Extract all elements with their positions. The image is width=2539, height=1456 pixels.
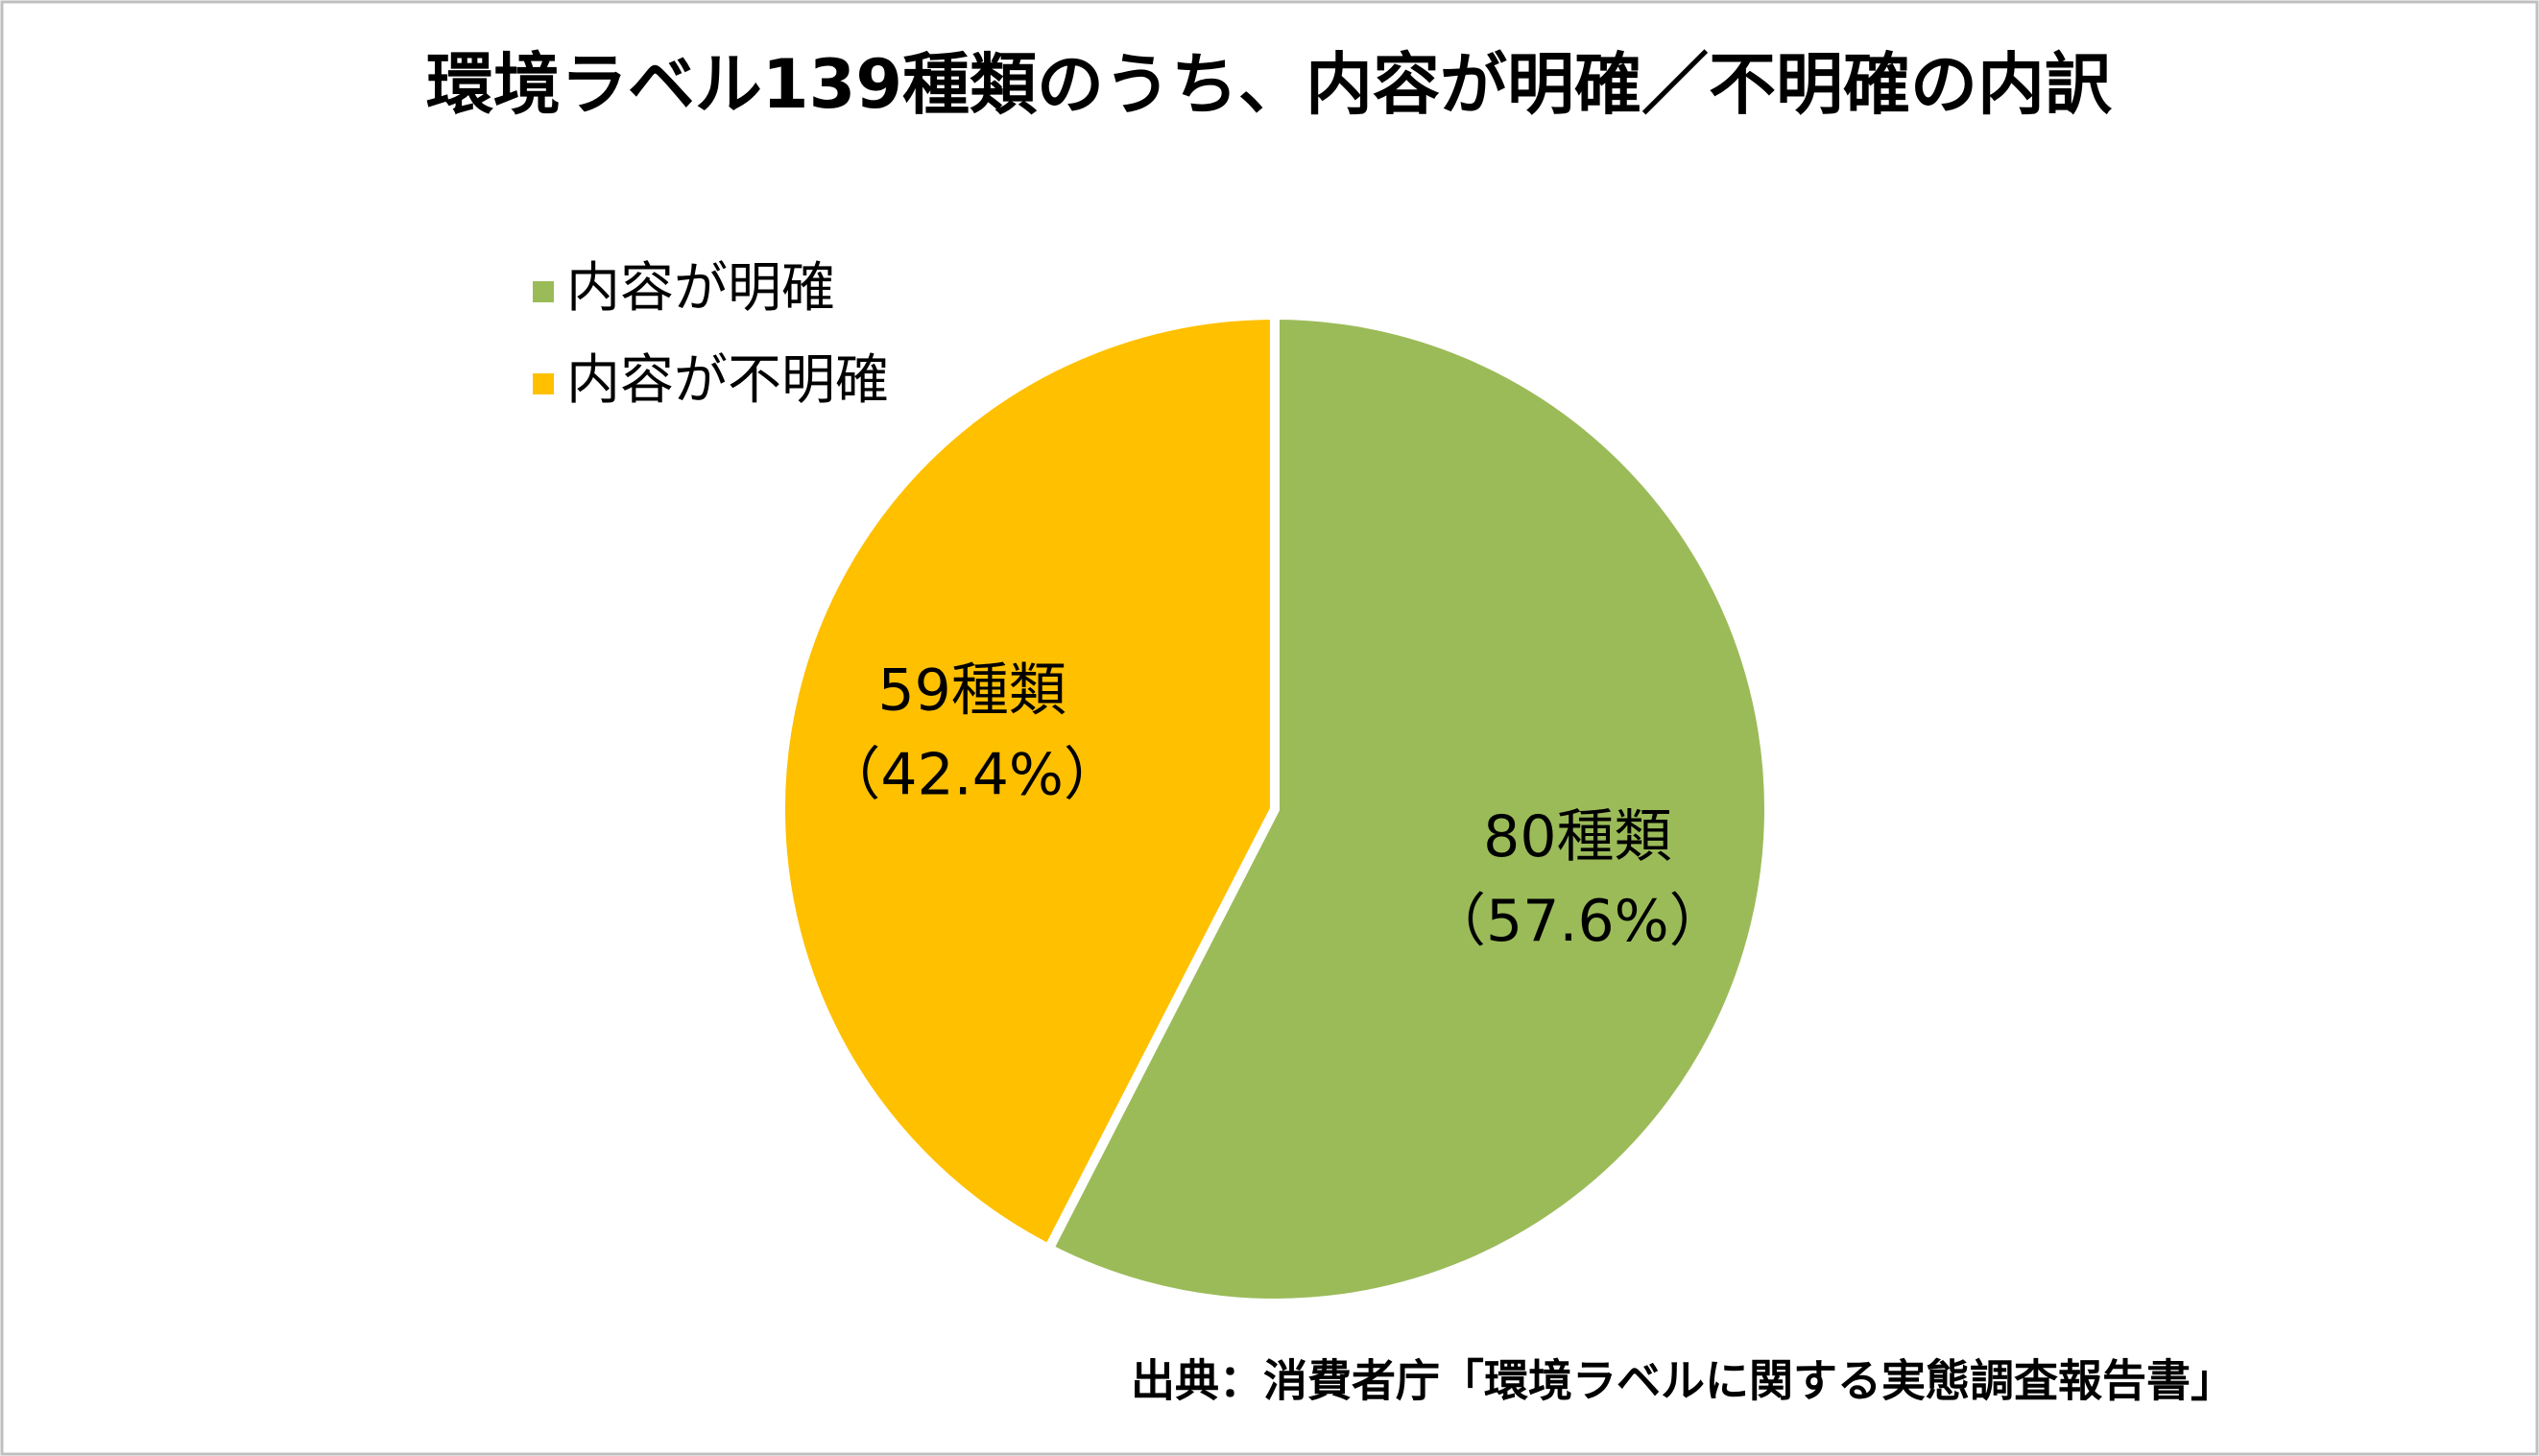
legend-swatch <box>533 281 554 302</box>
data-label: 59種類 <box>877 656 1066 724</box>
data-label: 80種類 <box>1483 803 1671 871</box>
legend-label: 内容が不明確 <box>566 349 889 412</box>
legend-swatch <box>533 373 554 394</box>
pie-slice <box>776 310 1280 1254</box>
chart-title: 環境ラベル139種類のうち、内容が明確／不明確の内訳 <box>426 45 2113 124</box>
pie-slice <box>1043 310 1775 1308</box>
percent-label: （42.4%） <box>823 741 1121 808</box>
legend-label: 内容が明確 <box>566 257 835 320</box>
percent-label: （57.6%） <box>1428 888 1727 955</box>
source-note: 出典：消費者庁「環境ラベルに関する実態調査報告書」 <box>1131 1355 2235 1407</box>
